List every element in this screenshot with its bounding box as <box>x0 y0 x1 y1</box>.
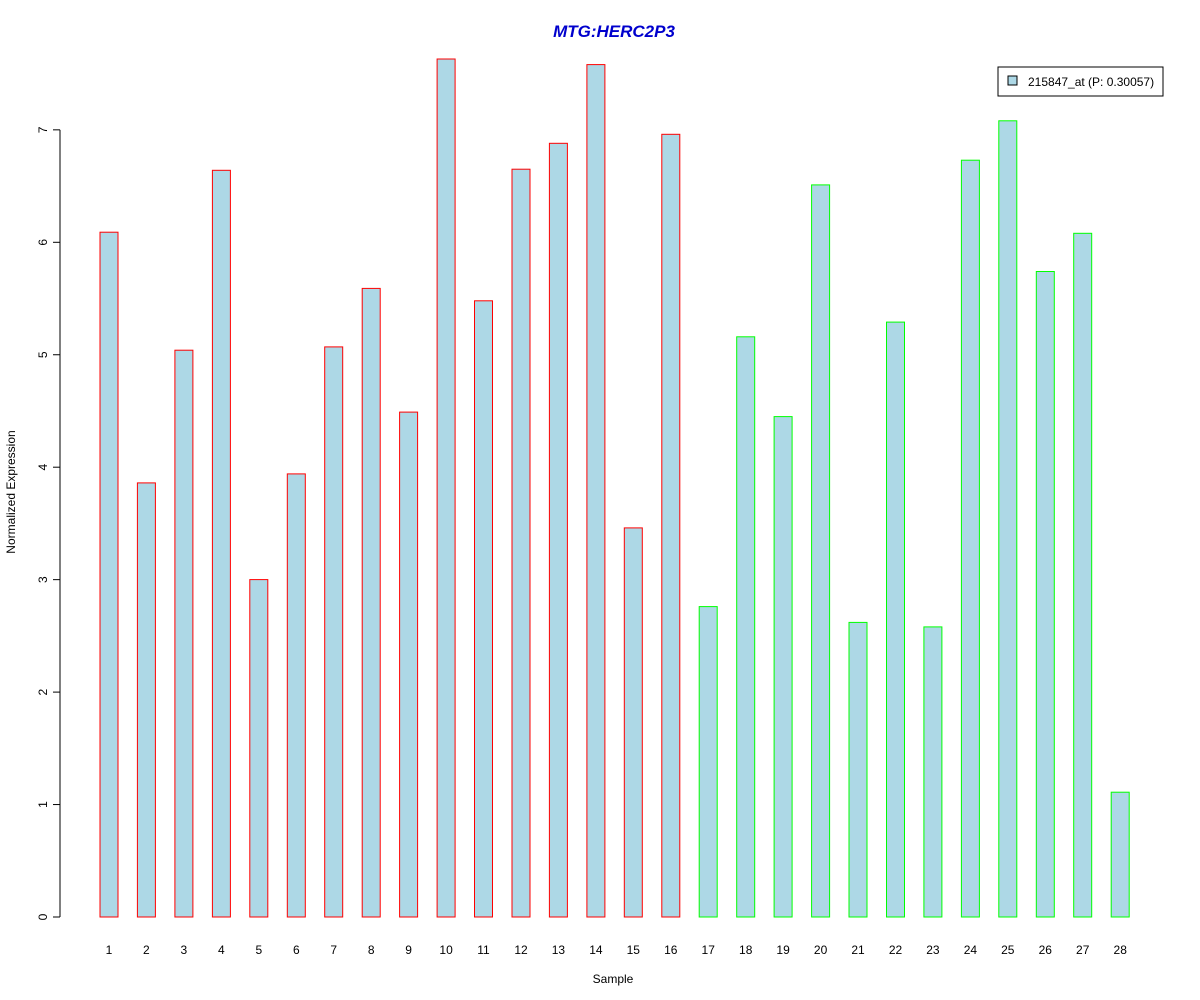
y-tick-label: 6 <box>36 239 50 246</box>
x-tick-label: 26 <box>1039 943 1053 957</box>
y-tick-label: 7 <box>36 126 50 133</box>
x-tick-label: 9 <box>405 943 412 957</box>
x-tick-label: 7 <box>330 943 337 957</box>
x-tick-label: 17 <box>702 943 716 957</box>
bar-sample-25 <box>998 120 1018 918</box>
bar-sample-16 <box>661 133 681 918</box>
x-tick-label: 28 <box>1114 943 1128 957</box>
x-tick-label: 16 <box>664 943 678 957</box>
bar-sample-21 <box>848 621 868 918</box>
bar-sample-23 <box>923 626 943 918</box>
y-tick-label: 2 <box>36 688 50 695</box>
bar-sample-26 <box>1035 271 1055 918</box>
x-tick-label: 24 <box>964 943 978 957</box>
legend-swatch <box>1007 75 1018 86</box>
y-tick-label: 4 <box>36 464 50 471</box>
x-tick-label: 11 <box>477 943 490 957</box>
bar-sample-27 <box>1073 232 1093 918</box>
x-tick-label: 12 <box>514 943 528 957</box>
x-tick-label: 25 <box>1001 943 1015 957</box>
bar-sample-4 <box>211 169 231 918</box>
bar-sample-18 <box>736 336 756 918</box>
bar-sample-2 <box>136 482 156 918</box>
x-tick-label: 13 <box>552 943 566 957</box>
x-tick-label: 20 <box>814 943 828 957</box>
x-tick-label: 8 <box>368 943 375 957</box>
bar-sample-8 <box>361 287 381 918</box>
bar-sample-22 <box>886 321 905 918</box>
y-axis: 0 1 2 3 4 5 6 7 <box>36 126 61 920</box>
x-tick-label: 27 <box>1076 943 1090 957</box>
x-tick-label: 18 <box>739 943 753 957</box>
bar-sample-11 <box>474 300 493 918</box>
legend: 215847_at (P: 0.30057) <box>997 66 1164 97</box>
bar-sample-12 <box>511 168 531 918</box>
bar-sample-1 <box>99 231 119 918</box>
bar-sample-14 <box>586 64 606 918</box>
bar-sample-17 <box>698 606 718 918</box>
legend-box <box>997 66 1164 97</box>
x-tick-label: 23 <box>926 943 940 957</box>
y-tick-label: 5 <box>36 351 50 358</box>
bar-sample-9 <box>399 411 419 918</box>
bar-sample-3 <box>174 349 194 918</box>
x-tick-label: 2 <box>143 943 150 957</box>
bar-sample-10 <box>436 58 456 918</box>
x-tick-label: 10 <box>439 943 453 957</box>
x-tick-label: 15 <box>627 943 641 957</box>
chart-title: MTG:HERC2P3 <box>553 22 675 41</box>
x-axis-title: Sample <box>593 972 634 986</box>
x-tick-label: 6 <box>293 943 300 957</box>
legend-label: 215847_at (P: 0.30057) <box>1028 75 1154 89</box>
bar-sample-20 <box>811 184 831 918</box>
x-tick-label: 14 <box>589 943 603 957</box>
x-tick-label: 1 <box>106 943 113 957</box>
bar-sample-6 <box>286 473 306 918</box>
bar-sample-19 <box>773 416 793 918</box>
bar-sample-5 <box>249 579 269 918</box>
x-tick-label: 22 <box>889 943 903 957</box>
x-tick-label: 19 <box>776 943 790 957</box>
x-tick-label: 21 <box>851 943 865 957</box>
bar-sample-13 <box>548 142 568 918</box>
bar-sample-24 <box>960 159 980 918</box>
bars-group <box>99 58 1130 918</box>
x-axis-labels: 1 2 3 4 5 6 7 8 9 10 11 12 13 14 15 16 17 18 19 20 21 22 23 24 2… <box>106 943 1128 957</box>
bar-sample-28 <box>1110 791 1130 918</box>
y-tick-label: 1 <box>36 801 50 808</box>
bar-sample-7 <box>324 346 344 918</box>
y-tick-label: 0 <box>36 913 50 920</box>
x-tick-label: 5 <box>255 943 262 957</box>
y-axis-title: Normalized Expression <box>4 430 18 553</box>
y-tick-label: 3 <box>36 576 50 583</box>
bar-sample-15 <box>623 527 643 918</box>
x-tick-label: 3 <box>181 943 188 957</box>
x-tick-label: 4 <box>218 943 225 957</box>
